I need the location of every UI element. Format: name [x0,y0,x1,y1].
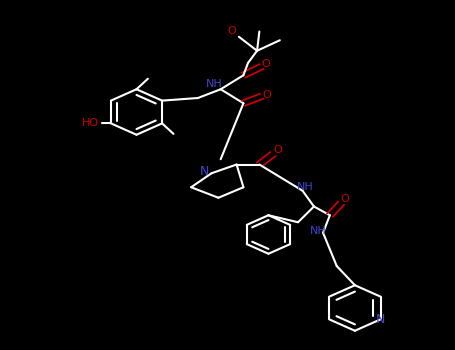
Text: N: N [200,165,209,178]
Text: N: N [376,313,385,326]
Text: HO: HO [82,118,99,128]
Text: O: O [261,59,270,69]
Text: O: O [228,27,237,36]
Text: NH: NH [297,182,313,192]
Text: NH: NH [206,79,222,89]
Text: O: O [273,146,282,155]
Text: NH: NH [310,226,327,236]
Text: O: O [263,90,272,99]
Text: O: O [340,195,349,204]
